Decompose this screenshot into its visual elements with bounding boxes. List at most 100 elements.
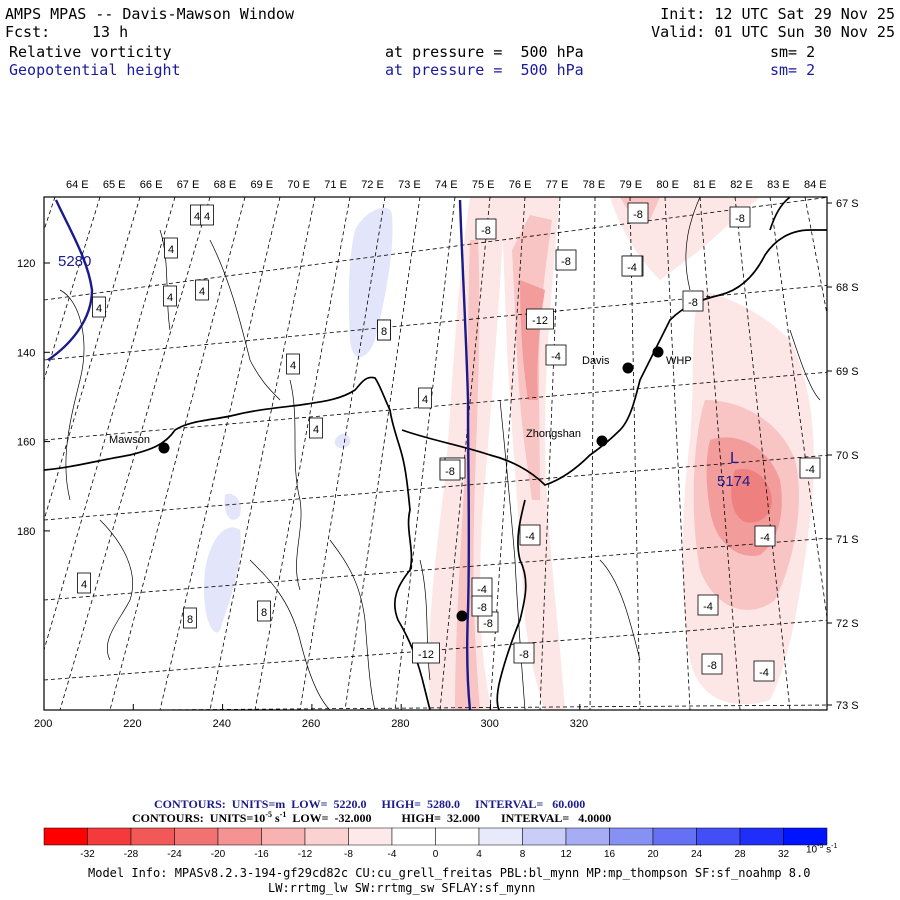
plot-frame [43, 196, 828, 711]
vort-label: 4 [422, 394, 428, 406]
x-axis-ticks: 200 220 240 260 280 300 320 [34, 704, 588, 730]
vort-label: -8 [688, 297, 698, 309]
lon-label: 74 E [435, 179, 458, 191]
vort-label-box [799, 457, 821, 479]
vort-label-box [729, 206, 751, 228]
vort-label: -4 [703, 601, 713, 613]
vort-label: 4 [313, 424, 319, 436]
x-tick-label: 260 [302, 718, 320, 730]
vort-label-box [183, 607, 197, 629]
vort-label-box [377, 319, 391, 341]
colorbar-tick-label: -32 [80, 849, 95, 860]
lon-label: 64 E [66, 179, 89, 191]
lon-label: 78 E [583, 179, 606, 191]
vort-label-box [164, 237, 178, 259]
vort-label: -8 [477, 602, 487, 614]
station-mawson-label: Mawson [109, 434, 150, 446]
vort-label: 4 [81, 579, 87, 591]
vort-label-box [92, 296, 106, 318]
y-tick-label: 120 [17, 258, 35, 270]
vort-label: -8 [633, 209, 643, 221]
lon-label: 75 E [472, 179, 495, 191]
x-tick-label: 300 [481, 718, 499, 730]
lat-label: 67 S [836, 198, 859, 210]
vort-label: 4 [194, 211, 200, 223]
map-title: AMPS MPAS -- Davis-Mawson Window [5, 5, 294, 23]
vort-label: -4 [627, 262, 637, 274]
vort-label-box [309, 417, 323, 439]
colorbar-tick-label: 0 [433, 849, 439, 860]
forecast-label: Fcst: [5, 23, 51, 41]
field1-name: Relative vorticity [9, 43, 172, 61]
station-whp-marker [652, 346, 664, 358]
vort-label-box [697, 594, 719, 616]
vort-label-box [526, 308, 554, 330]
y-tick-label: 160 [17, 437, 35, 449]
lon-label: 67 E [177, 179, 200, 191]
vort-label-box [513, 642, 535, 664]
vort-label-box [475, 218, 497, 240]
lon-label: 71 E [324, 179, 347, 191]
low-center-marker: L [730, 450, 739, 467]
vort-label-box [412, 642, 440, 664]
y-tick-label: 140 [17, 347, 35, 359]
colorbar-tick-label: -16 [254, 849, 269, 860]
x-tick-label: 220 [123, 718, 141, 730]
height-contours [47, 199, 472, 710]
colorbar-tick-label: 16 [604, 849, 616, 860]
colorbar-swatch [43, 827, 88, 846]
y-axis-ticks: 120 140 160 180 [17, 258, 50, 538]
vort-label: -4 [805, 464, 815, 476]
colorbar-swatch [87, 827, 132, 846]
colorbar-tick-label: 24 [691, 849, 703, 860]
colorbar-swatch [739, 827, 784, 846]
positive-vorticity-shading [203, 207, 393, 633]
colorbar-swatch [696, 827, 741, 846]
vorticity-contour-info: CONTOURS: UNITS=10-5 s-1 LOW= -32.000 HI… [132, 810, 612, 825]
lat-label: 68 S [836, 282, 859, 294]
lat-label: 71 S [836, 534, 859, 546]
lon-label: 79 E [620, 179, 643, 191]
low-center-value: 5174 [717, 473, 750, 490]
vort-label-box [163, 285, 177, 307]
colorbar-swatch [435, 827, 480, 846]
vort-label: 4 [168, 244, 174, 256]
lon-label: 81 E [693, 179, 716, 191]
vort-label: 8 [381, 326, 387, 338]
vort-label: 4 [290, 360, 296, 372]
vorticity-contour-labels: 444444444488-8-8-8-12-4-4-8-8-4-4-4-8-12… [77, 202, 821, 682]
lon-label: 73 E [398, 179, 421, 191]
colorbar-swatch [261, 827, 306, 846]
vort-label: -4 [759, 667, 769, 679]
lat-label: 70 S [836, 450, 859, 462]
vort-label-box [257, 600, 271, 622]
colorbar-tick-label: -28 [124, 849, 139, 860]
colorbar-unit: 10-5 s-1 [806, 843, 838, 856]
lat-label: 73 S [836, 700, 859, 712]
station-davis-label: Davis [582, 355, 610, 367]
vort-label: -8 [481, 225, 491, 237]
vort-label-box [439, 459, 461, 481]
vort-label-box [77, 572, 91, 594]
vorticity-contours [59, 197, 821, 710]
vort-label: 4 [96, 303, 102, 315]
height-contour-label: 5280 [58, 253, 91, 270]
vort-label-box [519, 524, 541, 546]
y-tick-label: 180 [17, 526, 35, 538]
colorbar-swatch [130, 827, 175, 846]
vort-label-box [701, 653, 723, 675]
lon-label: 77 E [546, 179, 569, 191]
vort-label: -8 [519, 649, 529, 661]
vort-label: 4 [204, 211, 210, 223]
field2-name: Geopotential height [9, 61, 181, 79]
field1-smoothing: sm= 2 [770, 43, 816, 61]
vort-label: -4 [760, 532, 770, 544]
lon-label: 70 E [287, 179, 310, 191]
field1-level: at pressure = 500 hPa [385, 43, 584, 61]
vort-label-box [471, 595, 493, 617]
colorbar-swatch [391, 827, 436, 846]
lon-label: 76 E [509, 179, 532, 191]
station-zhongshan-marker [596, 435, 608, 447]
colorbar-tick-label: -24 [167, 849, 182, 860]
